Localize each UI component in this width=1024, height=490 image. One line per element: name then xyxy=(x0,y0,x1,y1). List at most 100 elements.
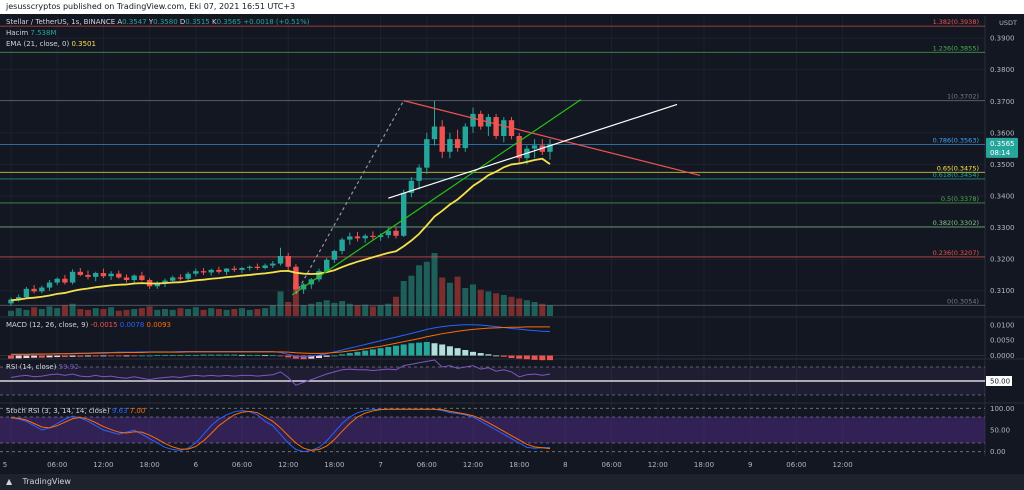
candle-body xyxy=(439,126,445,152)
macd-histogram-bar xyxy=(508,355,515,358)
volume-bar xyxy=(15,308,22,316)
fib-level-label: 0.236(0.3207) xyxy=(933,249,979,257)
volume-bar xyxy=(61,305,68,316)
green-support-trendline xyxy=(291,99,582,296)
brand-label: TradingView xyxy=(22,477,71,486)
time-tick-label: 06:00 xyxy=(602,461,622,469)
volume-bar xyxy=(200,309,207,316)
footer-bar: ▲ TradingView xyxy=(0,474,1024,490)
volume-bar xyxy=(331,302,338,316)
volume-bar xyxy=(493,293,500,316)
macd-histogram-bar xyxy=(454,348,461,356)
volume-bar xyxy=(269,305,276,316)
macd-histogram-bar xyxy=(138,355,145,357)
candle-body xyxy=(377,235,384,238)
stoch-tick-label: 0.00 xyxy=(990,448,1006,456)
macd-histogram-bar xyxy=(462,350,469,356)
candle-body xyxy=(447,139,453,152)
macd-histogram-bar xyxy=(477,353,484,356)
volume-bar xyxy=(146,306,153,316)
volume-bar xyxy=(215,309,222,316)
macd-histogram-bar xyxy=(523,355,530,360)
time-tick-label: 06:00 xyxy=(232,461,252,469)
candle-body xyxy=(193,271,199,274)
macd-histogram-bar xyxy=(208,354,215,356)
macd-histogram-bar xyxy=(292,355,299,359)
volume-bar xyxy=(416,265,423,316)
candle-body xyxy=(316,271,322,280)
candle-body xyxy=(154,282,160,287)
volume-bar xyxy=(346,303,353,316)
macd-histogram-bar xyxy=(416,342,423,356)
volume-bar xyxy=(516,298,523,316)
price-tick-label: 0.3600 xyxy=(990,129,1015,137)
time-tick-label: 12:00 xyxy=(833,461,853,469)
volume-bar xyxy=(285,302,292,316)
volume-bar xyxy=(54,308,61,316)
macd-histogram-bar xyxy=(108,355,115,357)
candle-body xyxy=(285,256,291,267)
time-tick-label: 12:00 xyxy=(648,461,668,469)
volume-bar xyxy=(531,302,538,316)
candle-body xyxy=(516,136,522,159)
candle-body xyxy=(46,282,53,288)
rsi-pane xyxy=(0,359,985,396)
candle-body xyxy=(8,299,14,304)
time-axis: 5 06:00 12:00 18:00 6 06:00 12:00 18:00 7 06:00 12… xyxy=(3,461,853,469)
volume-bar xyxy=(485,291,492,316)
candle-body xyxy=(247,266,253,268)
macd-histogram-bar xyxy=(369,349,376,356)
volume-bar xyxy=(369,306,376,316)
time-tick-label: 18:00 xyxy=(140,461,160,469)
macd-histogram-bar xyxy=(154,355,161,357)
candle-body xyxy=(370,235,376,238)
fibonacci-levels: 1.382(0.3938) 1.236(0.3855) 1(0.3702) 0.786… xyxy=(0,18,985,306)
candle-body xyxy=(339,239,345,251)
chart-area[interactable]: 1.382(0.3938) 1.236(0.3855) 1(0.3702) 0.786… xyxy=(0,14,1024,474)
volume-bars xyxy=(8,253,553,316)
stoch-k-line xyxy=(10,408,551,453)
macd-histogram-bar xyxy=(8,355,14,359)
volume-bar xyxy=(470,284,476,316)
price-tick-label: 0.3700 xyxy=(990,98,1015,106)
candle-body xyxy=(347,236,353,240)
fib-level-label: 0.65(0.3475) xyxy=(937,164,979,172)
fib-level-label: 1(0.3702) xyxy=(947,93,979,101)
volume-bar xyxy=(431,253,438,316)
volume-bar xyxy=(38,309,45,316)
macd-tick-label: 0.0100 xyxy=(990,321,1015,329)
macd-histogram-bar xyxy=(77,355,84,357)
macd-histogram-bar xyxy=(331,355,338,357)
candle-body xyxy=(454,139,461,148)
stoch-rsi-pane xyxy=(0,407,985,453)
candle-body xyxy=(401,192,407,236)
macd-histogram-bar xyxy=(92,355,99,357)
macd-histogram-bar xyxy=(100,355,107,357)
price-tick-label: 0.3800 xyxy=(990,66,1015,74)
fib-level-label: 1.382(0.3938) xyxy=(933,18,979,26)
candle-body xyxy=(354,236,361,239)
volume-bar xyxy=(192,307,199,316)
macd-histogram-bar xyxy=(439,344,446,356)
macd-histogram-bar xyxy=(123,355,130,357)
price-tick-label: 0.3200 xyxy=(990,256,1015,264)
trendlines[interactable] xyxy=(291,99,701,296)
volume-bar xyxy=(377,305,384,316)
macd-tick-label: 0.0050 xyxy=(990,337,1015,345)
volume-bar xyxy=(46,306,53,316)
volume-bar xyxy=(77,309,84,316)
macd-histogram-bar xyxy=(231,354,238,356)
candle-body xyxy=(54,278,60,283)
candle-body xyxy=(108,273,114,277)
macd-histogram-bar xyxy=(46,355,53,358)
price-tick-label: 0.3400 xyxy=(990,193,1015,201)
macd-histogram-bar xyxy=(146,355,153,357)
stoch-band xyxy=(0,417,985,443)
candle-body xyxy=(116,273,122,278)
macd-tick-label: 0.0000 xyxy=(990,352,1015,360)
volume-bar xyxy=(354,305,361,316)
candle-body xyxy=(93,273,99,277)
candle-body xyxy=(416,167,422,181)
volume-bar xyxy=(23,309,30,316)
volume-bar xyxy=(316,302,322,316)
